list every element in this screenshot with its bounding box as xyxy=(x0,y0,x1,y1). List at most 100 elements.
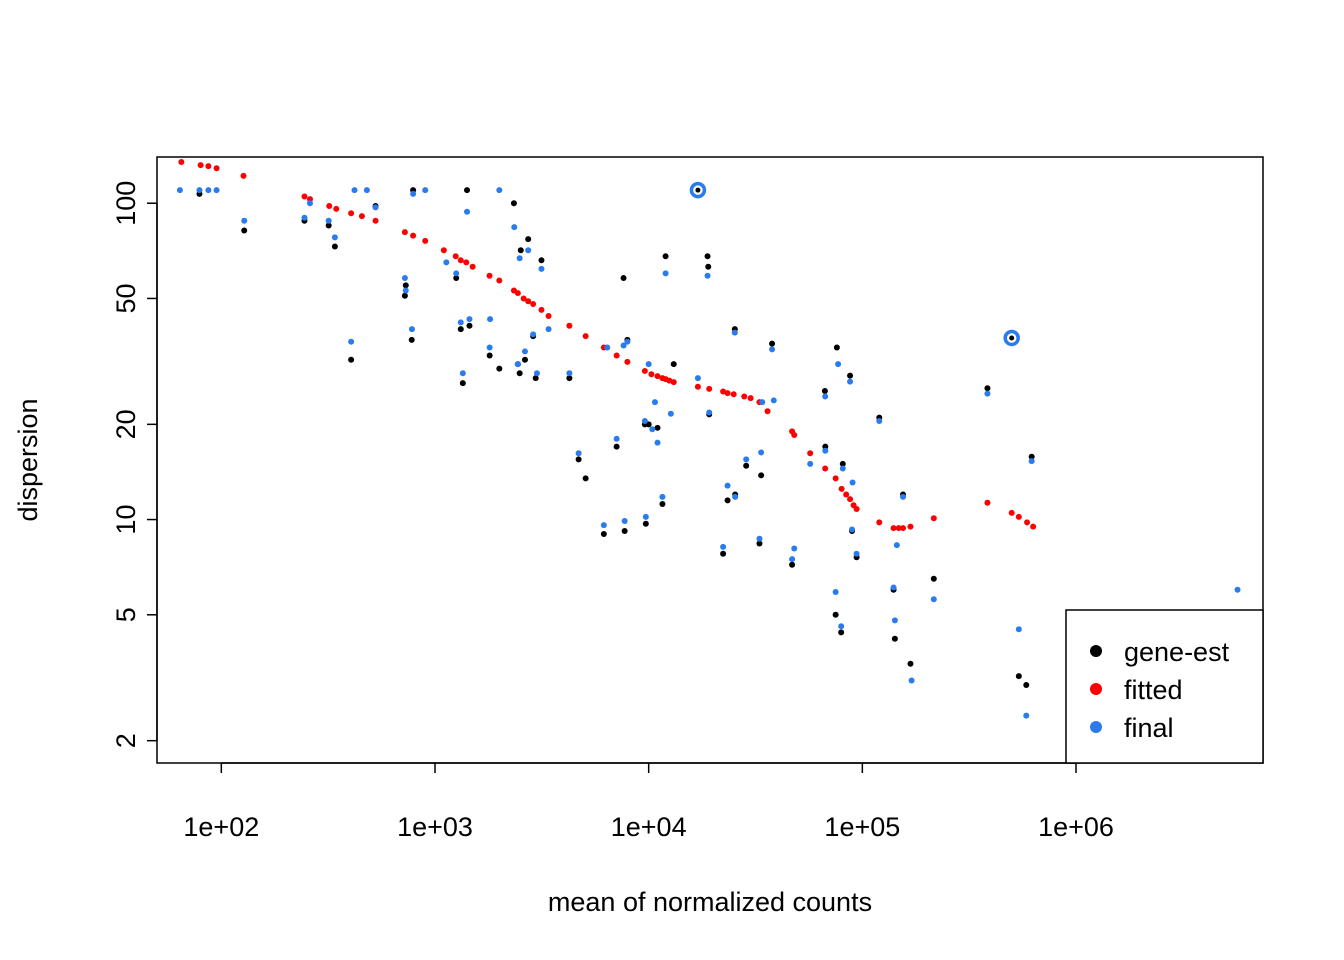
point-final xyxy=(838,623,845,630)
point-fitted xyxy=(452,253,459,260)
point-fitted xyxy=(178,158,185,165)
point-gene-est xyxy=(769,340,776,347)
point-final xyxy=(466,316,473,323)
point-gene-est xyxy=(241,227,248,234)
point-fitted xyxy=(984,499,991,506)
point-fitted xyxy=(457,257,464,264)
point-final xyxy=(620,342,627,349)
point-fitted xyxy=(372,217,379,224)
point-fitted xyxy=(440,247,447,254)
point-final xyxy=(459,370,466,377)
point-gene-est xyxy=(1015,673,1022,680)
point-fitted xyxy=(876,519,883,526)
point-gene-est xyxy=(575,456,582,463)
point-gene-est xyxy=(833,344,840,351)
point-gene-est xyxy=(704,253,711,260)
point-fitted xyxy=(895,525,902,532)
point-fitted xyxy=(654,373,661,380)
point-gene-est xyxy=(566,375,573,382)
point-gene-est xyxy=(822,443,829,450)
point-gene-est xyxy=(930,575,937,582)
point-final xyxy=(849,526,856,533)
point-final xyxy=(849,479,856,486)
point-final xyxy=(331,234,338,241)
x-tick-label: 1e+05 xyxy=(824,812,900,842)
point-final xyxy=(306,200,313,207)
point-final xyxy=(301,214,308,221)
point-gene-est xyxy=(525,236,532,243)
point-gene-est xyxy=(510,200,517,207)
x-tick-label: 1e+03 xyxy=(397,812,473,842)
point-fitted xyxy=(410,232,417,239)
point-final xyxy=(453,270,460,277)
point-fitted xyxy=(670,379,677,386)
y-tick-label: 10 xyxy=(111,505,141,535)
point-final xyxy=(769,346,776,353)
point-gene-est xyxy=(891,635,898,642)
point-fitted xyxy=(422,237,429,244)
x-axis-label: mean of normalized counts xyxy=(548,887,872,917)
point-gene-est xyxy=(758,472,765,479)
point-final xyxy=(642,513,649,520)
point-gene-est xyxy=(613,443,620,450)
point-gene-est xyxy=(459,380,466,387)
point-gene-est xyxy=(457,326,464,333)
point-gene-est xyxy=(984,385,991,392)
point-final xyxy=(514,361,521,368)
point-fitted xyxy=(530,301,537,308)
point-final xyxy=(241,217,248,224)
point-fitted xyxy=(538,306,545,313)
point-final xyxy=(545,326,552,333)
point-fitted xyxy=(1015,513,1022,520)
point-final xyxy=(659,493,666,500)
point-gene-est xyxy=(325,222,332,229)
point-final xyxy=(351,187,358,194)
point-gene-est xyxy=(705,263,712,270)
point-final xyxy=(822,447,829,454)
point-fitted xyxy=(496,277,503,284)
point-gene-est xyxy=(402,282,409,289)
point-final xyxy=(853,550,860,557)
point-final xyxy=(654,439,661,446)
point-final xyxy=(487,316,494,323)
point-final xyxy=(402,287,409,294)
point-fitted xyxy=(890,525,897,532)
point-final xyxy=(770,397,777,404)
point-final xyxy=(641,417,648,424)
point-final xyxy=(363,187,370,194)
point-final xyxy=(835,361,842,368)
point-final xyxy=(457,319,464,326)
point-final xyxy=(516,255,523,262)
point-fitted xyxy=(469,263,476,270)
point-final xyxy=(832,589,839,596)
point-fitted xyxy=(648,371,655,378)
point-fitted xyxy=(520,295,527,302)
point-final xyxy=(720,543,727,550)
point-fitted xyxy=(525,298,532,305)
point-final xyxy=(891,617,898,624)
data-points xyxy=(176,158,1241,719)
point-final xyxy=(196,187,203,194)
point-gene-est xyxy=(348,356,355,363)
point-final xyxy=(667,410,674,417)
point-final xyxy=(847,378,854,385)
point-final xyxy=(372,204,379,211)
point-fitted xyxy=(900,525,907,532)
point-gene-est xyxy=(464,187,471,194)
point-final xyxy=(410,190,417,197)
point-fitted xyxy=(514,290,521,297)
point-final xyxy=(408,326,415,333)
point-final xyxy=(1028,458,1035,465)
point-gene-est xyxy=(331,243,338,250)
point-final xyxy=(575,450,582,457)
point-final xyxy=(890,584,897,591)
point-final xyxy=(325,217,332,224)
point-gene-est xyxy=(486,352,493,359)
point-gene-est xyxy=(838,629,845,636)
outlier-point xyxy=(695,187,701,193)
point-final xyxy=(649,426,656,433)
point-fitted xyxy=(301,193,308,200)
point-gene-est xyxy=(408,336,415,343)
point-gene-est xyxy=(600,531,607,538)
